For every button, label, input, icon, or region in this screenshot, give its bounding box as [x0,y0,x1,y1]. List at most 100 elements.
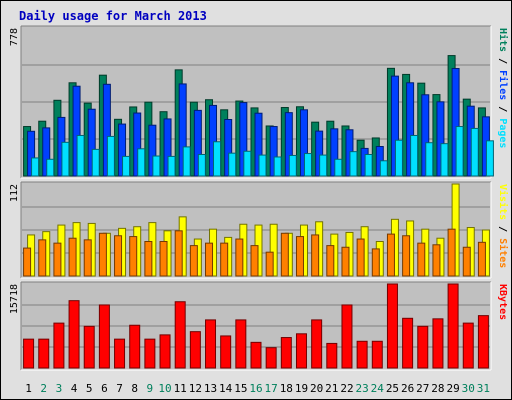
bar-kbytes-day-23 [356,340,368,369]
bar-kbytes-day-17 [265,347,277,369]
bar-sites-day-26 [402,235,411,277]
bar-kbytes-day-5 [83,325,95,369]
bar-kbytes-day-26 [402,317,414,369]
day-label-4: 4 [71,382,78,395]
bar-kbytes-day-1 [23,338,35,369]
bar-pages-day-25 [394,139,403,177]
bar-pages-day-26 [410,134,419,177]
bar-pages-day-16 [258,154,267,177]
bar-pages-day-13 [213,141,222,177]
bar-pages-day-11 [182,146,191,177]
bar-sites-day-18 [280,232,289,277]
bar-sites-day-17 [265,251,274,277]
panel-right-label: Hits / Files / Pages [497,28,509,148]
day-label-24: 24 [371,382,385,395]
bar-sites-day-31 [477,241,486,277]
bar-pages-day-29 [455,126,464,177]
bar-kbytes-day-14 [220,335,232,369]
panel-max-label: 112 [9,184,20,202]
bar-kbytes-day-18 [280,337,292,369]
bar-sites-day-27 [417,242,426,277]
bar-sites-day-20 [311,234,320,277]
bar-pages-day-6 [106,135,115,177]
panel-right-label: KBytes [497,284,508,320]
bar-kbytes-day-19 [295,333,307,369]
bar-sites-day-29 [447,228,456,277]
bar-pages-day-5 [91,148,100,177]
day-label-21: 21 [325,382,338,395]
bar-kbytes-day-10 [159,334,171,369]
bar-kbytes-day-30 [462,322,474,369]
bar-kbytes-day-9 [144,338,156,369]
bar-sites-day-15 [235,238,244,277]
bar-kbytes-day-31 [477,315,489,369]
day-label-15: 15 [234,382,247,395]
day-label-27: 27 [416,382,429,395]
day-label-12: 12 [189,382,202,395]
bar-pages-day-28 [440,143,449,177]
bar-pages-day-21 [334,158,343,177]
day-label-8: 8 [131,382,138,395]
bar-sites-day-1 [23,247,32,277]
day-label-31: 31 [477,382,490,395]
bar-sites-day-14 [220,242,229,277]
panel-visits-sites: 112 Visits / Sites [9,181,509,279]
day-label-6: 6 [101,382,108,395]
bar-kbytes-day-21 [326,342,338,369]
bar-sites-day-21 [326,245,335,277]
day-label-14: 14 [219,382,233,395]
bar-pages-day-15 [243,150,252,177]
bar-sites-day-11 [174,230,183,277]
bar-sites-day-13 [205,242,214,277]
day-label-17: 17 [265,382,278,395]
bar-sites-day-19 [295,236,304,277]
panel-max-label: 15718 [9,284,20,314]
bar-pages-day-27 [425,142,434,177]
day-label-22: 22 [340,382,353,395]
bar-sites-day-30 [462,246,471,277]
day-label-20: 20 [310,382,323,395]
bar-pages-day-8 [137,148,146,177]
day-label-11: 11 [174,382,187,395]
bar-sites-day-22 [341,246,350,277]
bar-sites-day-7 [114,235,123,277]
day-label-10: 10 [158,382,171,395]
bar-sites-day-2 [38,239,47,277]
bar-kbytes-day-20 [311,319,323,369]
day-label-7: 7 [116,382,123,395]
day-label-13: 13 [204,382,217,395]
bar-pages-day-12 [197,154,206,177]
bar-kbytes-day-4 [68,300,80,369]
bar-pages-day-4 [76,134,85,177]
bar-sites-day-8 [129,236,138,277]
bar-kbytes-day-11 [174,301,186,369]
panel-max-label: 778 [9,28,20,46]
bar-sites-day-3 [53,242,62,277]
bar-sites-day-12 [189,245,198,277]
bar-pages-day-23 [364,154,373,177]
bar-sites-day-23 [356,238,365,277]
bar-kbytes-day-16 [250,341,262,369]
bar-pages-day-14 [228,152,237,177]
bar-sites-day-25 [386,233,395,277]
bar-kbytes-day-24 [371,340,383,369]
bar-kbytes-day-15 [235,319,247,369]
bar-pages-day-1 [31,157,40,177]
day-label-16: 16 [249,382,262,395]
bar-pages-day-22 [349,151,358,177]
day-label-25: 25 [386,382,399,395]
day-label-3: 3 [56,382,63,395]
panel-kbytes: 15718 KBytes [9,281,508,371]
bar-kbytes-day-12 [189,331,201,369]
bar-sites-day-10 [159,241,168,277]
day-label-28: 28 [431,382,444,395]
bar-sites-day-24 [371,248,380,277]
bar-pages-day-3 [61,141,70,177]
bar-kbytes-day-25 [386,283,398,369]
bar-kbytes-day-3 [53,322,65,369]
bar-kbytes-day-2 [38,338,50,369]
chart-title: Daily usage for March 2013 [19,9,207,23]
day-label-30: 30 [462,382,475,395]
bar-pages-day-24 [379,160,388,177]
bar-kbytes-day-6 [98,304,110,369]
